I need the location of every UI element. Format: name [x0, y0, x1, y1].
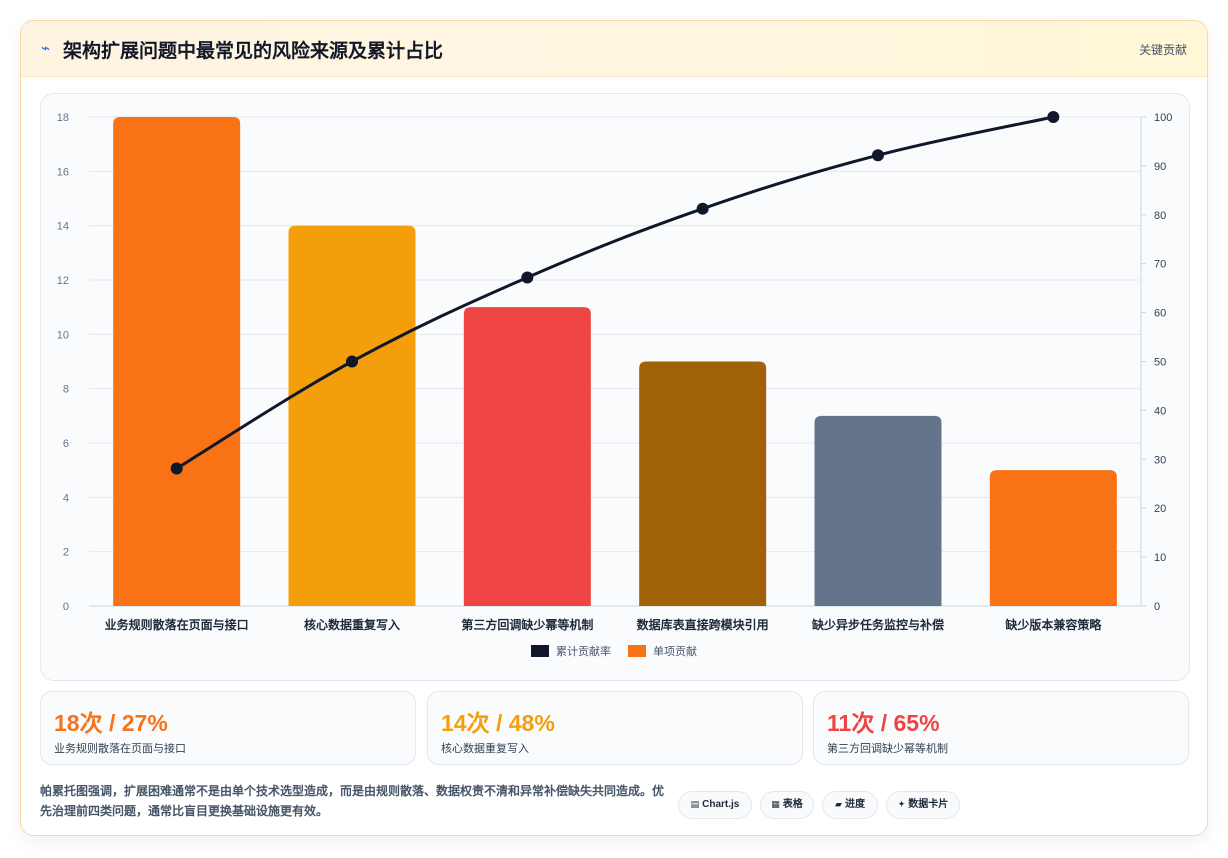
tag-label: 表格	[782, 799, 803, 810]
tag-label: 数据卡片	[908, 799, 949, 810]
stat-value: 14次 / 48%	[441, 710, 555, 736]
y-right-tick-label: 100	[1154, 112, 1172, 124]
cumulative-line	[175, 115, 1054, 470]
y-left-tick-label: 16	[57, 166, 69, 178]
legend-swatch	[531, 645, 549, 657]
y-right-tick-label: 10	[1154, 552, 1166, 564]
y-left-tick-label: 6	[63, 438, 69, 450]
tag-chartjs[interactable]: ▤ Chart.js	[678, 791, 752, 819]
stat-value: 11次 / 65%	[827, 710, 940, 736]
y-left-tick-label: 14	[57, 221, 69, 233]
bar	[463, 307, 591, 606]
footnote: 帕累托图强调，扩展困难通常不是由单个技术选型造成，而是由规则散落、数据权责不清和…	[40, 784, 665, 818]
cumulative-point	[696, 202, 709, 215]
chart-panel: 0 2 4 6 8 10 12 14 16 18 0 10 20 30 40 50 60 70 80 90 100 业务规…	[40, 93, 1190, 681]
x-tick-label: 第三方回调缺少幂等机制	[461, 617, 593, 632]
stat-card-1: 18次 / 27% 业务规则散落在页面与接口	[40, 691, 416, 765]
page-title: 架构扩展问题中最常见的风险来源及累计占比	[63, 41, 444, 62]
lightning-icon: ⌁	[41, 39, 51, 57]
y-left-tick-label: 10	[57, 329, 69, 341]
tag-label: 进度	[844, 799, 865, 810]
tag-label: Chart.js	[702, 799, 740, 810]
y-left-tick-label: 2	[63, 547, 69, 559]
stat-card-2: 14次 / 48% 核心数据重复写入	[427, 691, 803, 765]
cumulative-point	[1047, 111, 1060, 123]
card-header: ⌁ 架构扩展问题中最常见的风险来源及累计占比 关键贡献	[21, 21, 1207, 77]
tag-table[interactable]: ▦ 表格	[760, 791, 814, 819]
y-right-tick-label: 40	[1154, 405, 1166, 417]
bar	[288, 225, 416, 606]
y-right-tick-label: 80	[1154, 210, 1166, 222]
stat-card-3: 11次 / 65% 第三方回调缺少幂等机制	[813, 691, 1189, 765]
cumulative-point	[521, 271, 534, 284]
legend-swatch	[628, 645, 646, 657]
x-tick-label: 业务规则散落在页面与接口	[105, 617, 249, 632]
stat-label: 业务规则散落在页面与接口	[54, 743, 186, 755]
y-right-tick-label: 50	[1154, 357, 1166, 369]
legend-label: 单项贡献	[653, 644, 697, 658]
y-right-tick-label: 0	[1154, 601, 1160, 613]
y-left-tick-label: 12	[57, 275, 69, 287]
stat-value: 18次 / 27%	[54, 710, 168, 736]
tag-data-card[interactable]: ✦ 数据卡片	[886, 791, 960, 819]
y-left-tick-label: 18	[57, 112, 69, 124]
bar	[113, 117, 241, 606]
x-tick-label: 缺少异步任务监控与补偿	[812, 617, 944, 632]
y-left-tick-label: 8	[63, 384, 69, 396]
bar	[814, 415, 942, 606]
x-tick-label: 数据库表直接跨模块引用	[637, 617, 769, 632]
legend-label: 累计贡献率	[556, 644, 611, 658]
y-right-tick-label: 30	[1154, 454, 1166, 466]
cumulative-point	[872, 149, 884, 162]
tag-progress[interactable]: ▰ 进度	[822, 791, 878, 819]
card-icon: ✦	[897, 800, 906, 810]
y-right-tick-label: 60	[1154, 308, 1166, 320]
y-left-tick-label: 4	[63, 492, 69, 504]
cumulative-point	[346, 355, 358, 368]
y-right-tick-label: 20	[1154, 503, 1166, 515]
y-left-tick-label: 0	[63, 601, 69, 613]
x-tick-label: 核心数据重复写入	[304, 617, 400, 632]
stat-label: 核心数据重复写入	[441, 743, 529, 755]
y-right-tick-label: 70	[1154, 259, 1166, 271]
bar	[989, 470, 1117, 606]
table-icon: ▦	[771, 800, 780, 810]
stat-label: 第三方回调缺少幂等机制	[827, 743, 948, 755]
header-right-label: 关键贡献	[1138, 43, 1187, 57]
y-right-tick-label: 90	[1154, 161, 1166, 173]
chart-card: ⌁ 架构扩展问题中最常见的风险来源及累计占比 关键贡献 0 2 4 6 8 10 12 14 1…	[20, 20, 1208, 836]
x-tick-label: 缺少版本兼容策略	[1005, 617, 1102, 632]
bar	[639, 361, 767, 606]
progress-icon: ▰	[835, 800, 842, 810]
pareto-chart: 0 2 4 6 8 10 12 14 16 18 0 10 20 30 40 50 60 70 80 90 100 业务规…	[57, 111, 1172, 658]
chart-icon: ▤	[690, 800, 700, 810]
cumulative-point	[170, 462, 183, 475]
